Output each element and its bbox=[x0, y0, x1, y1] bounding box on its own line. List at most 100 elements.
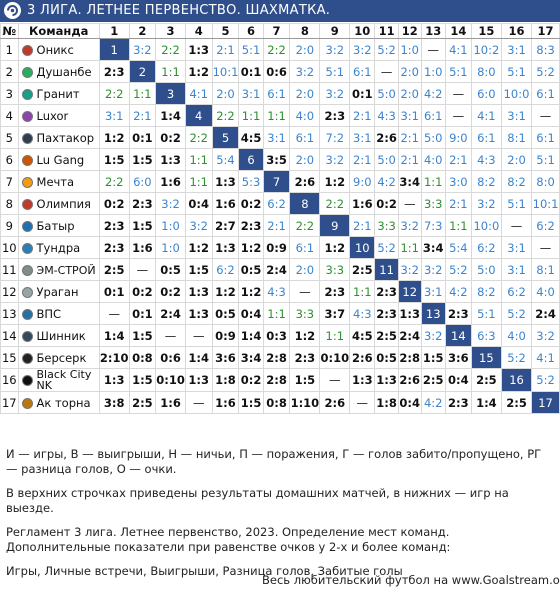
result-cell[interactable]: 6:2 bbox=[500, 280, 533, 303]
result-cell[interactable]: 1:3 bbox=[184, 302, 213, 325]
result-cell[interactable]: 1:3 bbox=[184, 280, 213, 303]
result-cell[interactable]: 2:0 bbox=[289, 38, 321, 61]
result-cell[interactable]: — bbox=[397, 192, 422, 215]
result-cell[interactable]: 4:1 bbox=[444, 38, 472, 61]
result-cell[interactable]: 8:2 bbox=[500, 170, 533, 193]
result-cell[interactable]: 3:3 bbox=[289, 302, 321, 325]
result-cell[interactable]: 0:2 bbox=[374, 192, 399, 215]
result-cell[interactable]: 8:1 bbox=[531, 258, 560, 281]
result-cell[interactable]: 4:2 bbox=[420, 82, 446, 105]
result-cell[interactable]: 2:0 bbox=[289, 258, 321, 281]
result-cell[interactable]: 5:0 bbox=[374, 82, 399, 105]
result-cell[interactable]: 2:1 bbox=[444, 192, 472, 215]
result-cell[interactable]: 2:3 bbox=[238, 214, 264, 237]
result-cell[interactable]: 5:0 bbox=[374, 148, 399, 171]
result-cell[interactable]: 6:1 bbox=[531, 82, 560, 105]
result-cell[interactable]: 3:1 bbox=[500, 104, 533, 127]
result-cell[interactable]: 2:7 bbox=[211, 214, 240, 237]
result-cell[interactable]: 2:1 bbox=[397, 126, 422, 149]
result-cell[interactable]: 8:0 bbox=[470, 60, 502, 83]
result-cell[interactable]: 4:1 bbox=[531, 346, 560, 369]
result-cell[interactable]: 1:0 bbox=[155, 236, 186, 259]
result-cell[interactable]: 0:2 bbox=[98, 192, 130, 215]
result-cell[interactable]: 5:2 bbox=[531, 60, 560, 83]
result-cell[interactable]: 2:2 bbox=[319, 192, 351, 215]
result-cell[interactable]: 6:2 bbox=[211, 258, 240, 281]
result-cell[interactable]: 4:2 bbox=[420, 391, 446, 414]
result-cell[interactable]: — bbox=[444, 104, 472, 127]
result-cell[interactable]: 1:1 bbox=[319, 324, 351, 347]
result-cell[interactable]: 1:3 bbox=[184, 38, 213, 61]
result-cell[interactable]: 3:4 bbox=[397, 170, 422, 193]
result-cell[interactable]: 4:5 bbox=[349, 324, 376, 347]
result-cell[interactable]: 1:3 bbox=[374, 368, 399, 392]
result-cell[interactable]: 2:2 bbox=[155, 38, 186, 61]
result-cell[interactable]: 2:4 bbox=[531, 302, 560, 325]
result-cell[interactable]: 3:3 bbox=[319, 258, 351, 281]
result-cell[interactable]: 2:3 bbox=[444, 302, 472, 325]
result-cell[interactable]: 2:3 bbox=[98, 214, 130, 237]
result-cell[interactable]: 6:2 bbox=[531, 214, 560, 237]
result-cell[interactable]: — bbox=[531, 104, 560, 127]
result-cell[interactable]: 6:1 bbox=[289, 126, 321, 149]
result-cell[interactable]: 2:0 bbox=[397, 82, 422, 105]
result-cell[interactable]: 1:5 bbox=[420, 346, 446, 369]
result-cell[interactable]: 3:2 bbox=[420, 258, 446, 281]
result-cell[interactable]: 5:2 bbox=[374, 236, 399, 259]
result-cell[interactable]: 2:1 bbox=[349, 148, 376, 171]
result-cell[interactable]: 1:6 bbox=[155, 170, 186, 193]
result-cell[interactable]: 0:8 bbox=[262, 391, 291, 414]
result-cell[interactable]: 3:2 bbox=[531, 324, 560, 347]
result-cell[interactable]: 1:3 bbox=[98, 368, 130, 392]
result-cell[interactable]: 2:5 bbox=[500, 391, 533, 414]
result-cell[interactable]: 2:0 bbox=[397, 60, 422, 83]
result-cell[interactable]: 3:5 bbox=[262, 148, 291, 171]
result-cell[interactable]: 4:3 bbox=[374, 104, 399, 127]
result-cell[interactable]: 4:0 bbox=[531, 280, 560, 303]
result-cell[interactable]: 5:1 bbox=[238, 38, 264, 61]
result-cell[interactable]: 5:2 bbox=[500, 346, 533, 369]
result-cell[interactable]: 5:1 bbox=[470, 302, 502, 325]
result-cell[interactable]: 2:1 bbox=[211, 38, 240, 61]
result-cell[interactable]: 3:0 bbox=[444, 170, 472, 193]
result-cell[interactable]: 2:3 bbox=[128, 192, 157, 215]
result-cell[interactable]: 6:1 bbox=[349, 60, 376, 83]
result-cell[interactable]: 1:5 bbox=[238, 391, 264, 414]
result-cell[interactable]: 2:6 bbox=[319, 391, 351, 414]
team-cell[interactable]: Black City NK bbox=[17, 368, 100, 392]
result-cell[interactable]: 2:1 bbox=[444, 148, 472, 171]
result-cell[interactable]: 0:4 bbox=[238, 302, 264, 325]
result-cell[interactable]: — bbox=[531, 236, 560, 259]
result-cell[interactable]: 4:0 bbox=[500, 324, 533, 347]
result-cell[interactable]: 2:2 bbox=[98, 82, 130, 105]
result-cell[interactable]: 2:3 bbox=[98, 236, 130, 259]
result-cell[interactable]: 8:2 bbox=[470, 170, 502, 193]
result-cell[interactable]: 1:5 bbox=[98, 148, 130, 171]
result-cell[interactable]: 1:4 bbox=[155, 104, 186, 127]
result-cell[interactable]: — bbox=[184, 391, 213, 414]
result-cell[interactable]: 0:5 bbox=[374, 346, 399, 369]
result-cell[interactable]: 1:8 bbox=[374, 391, 399, 414]
result-cell[interactable]: 2:4 bbox=[397, 324, 422, 347]
result-cell[interactable]: 2:8 bbox=[397, 346, 422, 369]
result-cell[interactable]: 3:2 bbox=[319, 148, 351, 171]
result-cell[interactable]: — bbox=[444, 82, 472, 105]
result-cell[interactable]: 1:3 bbox=[184, 368, 213, 392]
result-cell[interactable]: 1:1 bbox=[155, 60, 186, 83]
result-cell[interactable]: 10:0 bbox=[470, 214, 502, 237]
result-cell[interactable]: 6:2 bbox=[262, 192, 291, 215]
result-cell[interactable]: 2:0 bbox=[289, 82, 321, 105]
result-cell[interactable]: 1:6 bbox=[211, 192, 240, 215]
result-cell[interactable]: 0:2 bbox=[238, 368, 264, 392]
result-cell[interactable]: — bbox=[155, 324, 186, 347]
result-cell[interactable]: 10:0 bbox=[500, 82, 533, 105]
result-cell[interactable]: 1:6 bbox=[155, 391, 186, 414]
team-cell[interactable]: Пахтакор bbox=[17, 126, 100, 149]
result-cell[interactable]: 3:2 bbox=[397, 214, 422, 237]
result-cell[interactable]: 2:10 bbox=[98, 346, 130, 369]
result-cell[interactable]: 0:5 bbox=[211, 302, 240, 325]
result-cell[interactable]: 0:1 bbox=[128, 302, 157, 325]
result-cell[interactable]: 2:4 bbox=[155, 302, 186, 325]
result-cell[interactable]: 6:0 bbox=[470, 82, 502, 105]
result-cell[interactable]: 3:1 bbox=[420, 280, 446, 303]
